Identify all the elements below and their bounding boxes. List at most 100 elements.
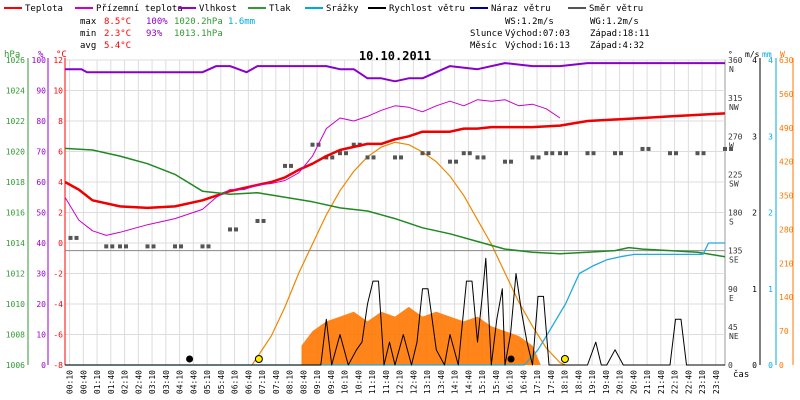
- wind-direction-point: [371, 155, 376, 160]
- wind-direction-point: [104, 244, 109, 249]
- stat-max-press: 1020.2hPa: [174, 17, 223, 27]
- stat-min-hum: 93%: [146, 29, 163, 39]
- wind-direction-point: [145, 244, 150, 249]
- tick-hpa: 1006: [6, 361, 25, 370]
- tick-x: 19:40: [602, 370, 611, 394]
- tick-dir-value: 135: [728, 247, 743, 256]
- tick-ms: 3: [752, 132, 757, 141]
- legend-label-3: Vlhkost: [199, 4, 237, 14]
- tick-dir-name: NE: [729, 332, 739, 341]
- sunset-marker: [560, 355, 569, 363]
- tick-x: 03:40: [162, 370, 171, 394]
- wind-direction-point: [640, 146, 645, 151]
- tick-x: 18:40: [574, 370, 583, 394]
- tick-temp: -6: [53, 331, 63, 340]
- tick-temp: 6: [58, 148, 63, 157]
- tick-x: 23:10: [698, 370, 707, 394]
- tick-temp: 10: [53, 87, 63, 96]
- wind-direction-point: [646, 146, 651, 151]
- tick-dir-value: 45: [728, 323, 738, 332]
- tick-x: 17:40: [547, 370, 556, 394]
- tick-w: 350: [779, 192, 794, 201]
- wind-direction-point: [509, 159, 513, 164]
- tick-w: 70: [779, 327, 789, 336]
- wind-direction-point: [310, 142, 315, 147]
- tick-dir-name: E: [729, 294, 734, 303]
- tick-x: 23:40: [712, 370, 721, 394]
- wind-direction-point: [723, 146, 727, 151]
- tick-pct: 90: [36, 87, 46, 96]
- tick-pct: 10: [36, 331, 46, 340]
- moon-rise: Východ:16:13: [505, 41, 570, 51]
- tick-dir-value: 225: [728, 170, 743, 179]
- tick-x: 09:10: [313, 370, 322, 394]
- wind-direction-point: [613, 151, 617, 156]
- wind-direction-point: [206, 244, 211, 249]
- tick-x: 07:40: [272, 370, 281, 394]
- tick-hpa: 1016: [6, 209, 25, 218]
- axis-label-mm: mm: [762, 50, 772, 59]
- tick-dir-name: S: [729, 218, 734, 227]
- tick-x: 06:10: [231, 370, 240, 394]
- tick-mm: 0: [768, 361, 773, 370]
- tick-x: 22:10: [671, 370, 680, 394]
- sun-rise: Východ:07:03: [505, 29, 570, 39]
- tick-x: 05:40: [217, 370, 226, 394]
- tick-x: 17:10: [533, 370, 542, 394]
- wind-direction-point: [550, 151, 555, 156]
- wind-direction-point: [124, 244, 128, 249]
- tick-x: 12:10: [396, 370, 405, 394]
- wind-direction-point: [261, 218, 266, 223]
- wind-direction-point: [338, 151, 342, 156]
- wind-direction-point: [729, 146, 733, 151]
- wind-direction-point: [536, 155, 541, 160]
- wind-direction-point: [564, 151, 568, 156]
- moon-set: Západ:4:32: [590, 41, 644, 51]
- wind-direction-point: [695, 151, 700, 156]
- tick-pct: 0: [41, 361, 46, 370]
- tick-x: 12:40: [409, 370, 418, 394]
- stat-avg-temp: 5.4°C: [104, 41, 131, 51]
- tick-hpa: 1026: [6, 56, 25, 65]
- tick-pct: 70: [36, 148, 46, 157]
- tick-x: 06:40: [244, 370, 253, 394]
- tick-x: 10:40: [354, 370, 363, 394]
- ground-temperature-line: [64, 99, 561, 236]
- tick-temp: 2: [58, 209, 63, 218]
- axis-label-w: W: [780, 50, 785, 59]
- wind-direction-point: [74, 235, 79, 240]
- tick-pct: 20: [36, 300, 46, 309]
- tick-dir-name: N: [729, 65, 734, 74]
- axis-label-hpa: hPa: [4, 50, 20, 60]
- stat-min-press: 1013.1hPa: [174, 29, 223, 39]
- tick-hpa: 1014: [6, 239, 25, 248]
- tick-x: 05:10: [203, 370, 212, 394]
- tick-w: 490: [779, 124, 794, 133]
- wind-direction-point: [674, 151, 678, 156]
- wind-wg: WG:1.2m/s: [590, 17, 639, 27]
- tick-temp: 0: [58, 239, 63, 248]
- legend-label-7: Náraz větru: [491, 4, 551, 14]
- wind-direction-point: [179, 244, 183, 249]
- sun-set: Západ:18:11: [590, 29, 650, 39]
- rain-line: [65, 242, 725, 366]
- wind-direction-point: [118, 244, 122, 249]
- axis-label-pct: %: [38, 50, 44, 60]
- tick-temp: 8: [58, 117, 63, 126]
- tick-pct: 30: [36, 270, 46, 279]
- sun-label: Slunce: [470, 29, 503, 39]
- tick-x: 04:40: [189, 370, 198, 394]
- tick-temp: 12: [53, 56, 63, 65]
- tick-x: 00:10: [66, 370, 75, 394]
- tick-ms: 1: [752, 285, 757, 294]
- tick-x: 01:40: [107, 370, 116, 394]
- tick-mm: 1: [768, 285, 773, 294]
- tick-temp: -4: [53, 300, 63, 309]
- tick-x: 16:40: [519, 370, 528, 394]
- tick-mm: 4: [768, 56, 773, 65]
- moonrise-marker: [507, 355, 515, 363]
- wind-direction-point: [481, 155, 486, 160]
- tick-w: 630: [779, 56, 794, 65]
- tick-hpa: 1012: [6, 270, 25, 279]
